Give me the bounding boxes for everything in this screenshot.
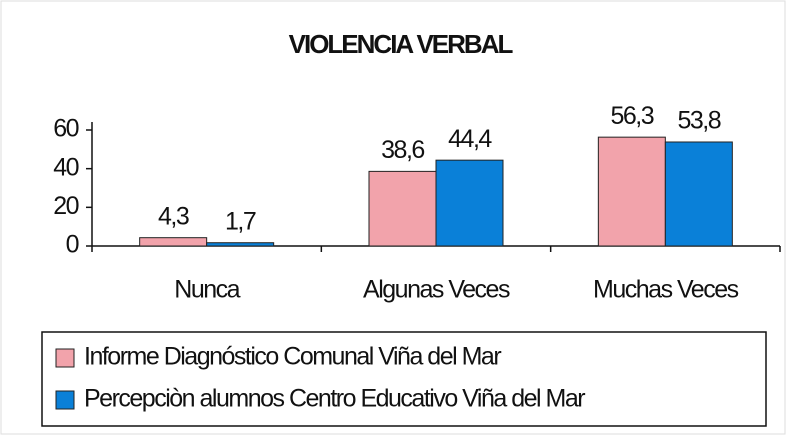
x-tick-label: Nunca — [174, 276, 240, 304]
legend-swatch — [55, 390, 75, 410]
y-tick-label: 20 — [53, 192, 78, 220]
value-label: 38,6 — [381, 136, 424, 164]
y-tick-label: 40 — [53, 153, 78, 181]
bar — [664, 141, 733, 247]
bar — [597, 136, 666, 247]
y-tick-label: 60 — [53, 115, 78, 143]
legend-label: Percepciòn alumnos Centro Educativo Viña… — [84, 385, 585, 413]
x-tick-label: Muchas Veces — [593, 276, 739, 304]
bar — [435, 159, 504, 247]
legend-box — [41, 331, 767, 427]
bar — [206, 242, 275, 247]
bar — [139, 237, 208, 247]
bar — [368, 170, 437, 247]
legend-label: Informe Diagnóstico Comunal Viña del Mar — [84, 343, 501, 371]
value-label: 1,7 — [225, 207, 256, 235]
value-label: 44,4 — [448, 125, 492, 153]
y-tick-label: 0 — [66, 231, 79, 259]
value-label: 4,3 — [158, 202, 189, 230]
chart-title: VIOLENCIA VERBAL — [289, 29, 514, 59]
legend-swatch — [55, 348, 75, 368]
value-label: 53,8 — [677, 107, 720, 135]
value-label: 56,3 — [610, 102, 653, 130]
x-tick-label: Algunas Veces — [363, 276, 510, 304]
